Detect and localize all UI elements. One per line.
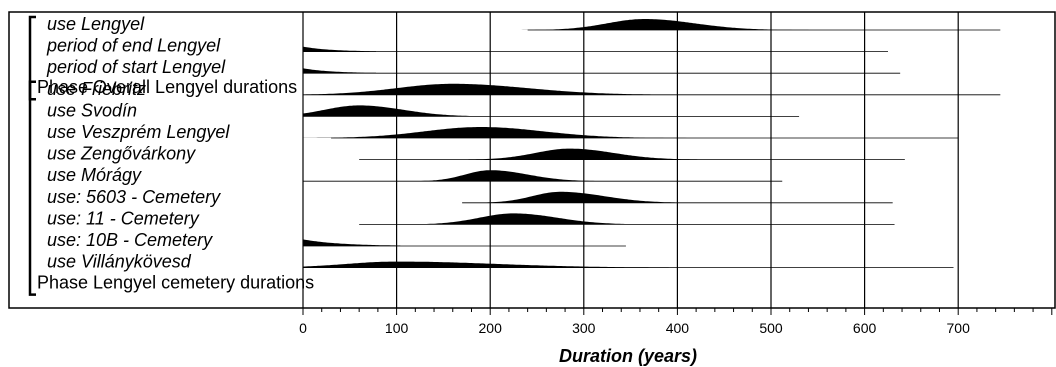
distribution-shape xyxy=(303,68,377,74)
row-label: use: 10B - Cemetery xyxy=(47,230,213,250)
group-label: Phase Lengyel cemetery durations xyxy=(37,273,314,293)
x-tick-label: 200 xyxy=(479,320,503,336)
distribution-shape xyxy=(303,46,377,52)
x-tick-label: 300 xyxy=(572,320,596,336)
x-tick-label: 0 xyxy=(299,320,307,336)
row-label: use Villánykövesd xyxy=(47,252,192,272)
row-label: period of end Lengyel xyxy=(46,36,221,56)
row-label: use Veszprém Lengyel xyxy=(47,122,230,142)
group-label: Phase Overall Lengyel durations xyxy=(37,77,297,97)
row-label: use Svodín xyxy=(47,100,137,120)
distribution-shape xyxy=(379,213,684,225)
group-bracket xyxy=(28,80,36,296)
distribution-shape xyxy=(303,127,725,138)
distribution-shape xyxy=(303,83,745,95)
x-tick-label: 700 xyxy=(947,320,971,336)
x-tick-label: 400 xyxy=(666,320,690,336)
distribution-shape xyxy=(392,170,637,182)
distributions xyxy=(303,19,1001,269)
distribution-shape xyxy=(303,105,530,117)
distribution-shape xyxy=(498,19,840,30)
distribution-shape xyxy=(450,191,731,203)
row-label: use Lengyel xyxy=(47,14,145,34)
x-tick-label: 600 xyxy=(853,320,877,336)
group-bracket xyxy=(28,15,36,101)
row-label: use: 11 - Cemetery xyxy=(47,208,200,228)
x-axis-label: Duration (years) xyxy=(559,346,697,366)
x-axis-ticks: 0 100 200 300 400 500 600 700 xyxy=(299,308,1053,336)
distribution-shape xyxy=(435,148,741,160)
row-label: use Mórágy xyxy=(47,165,142,185)
row-label: use: 5603 - Cemetery xyxy=(47,187,221,207)
row-label: use Zengővárkony xyxy=(47,144,196,164)
row-label: use Friebritz xyxy=(47,79,146,99)
x-tick-label: 100 xyxy=(385,320,409,336)
row-label: period of start Lengyel xyxy=(46,57,226,77)
distribution-shape xyxy=(303,239,401,246)
x-tick-label: 500 xyxy=(759,320,783,336)
distribution-shape xyxy=(303,261,786,268)
group-brackets xyxy=(28,15,36,296)
